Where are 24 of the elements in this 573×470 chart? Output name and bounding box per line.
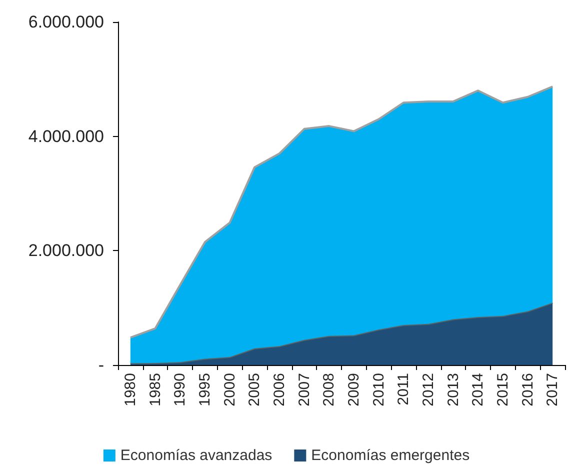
y-tick-label: - [98, 356, 104, 374]
x-tick-label: 2009 [345, 373, 362, 406]
x-tick-label: 2008 [320, 373, 338, 406]
x-tick-label: 1995 [196, 373, 214, 406]
y-tick-label: 4.000.000 [28, 126, 104, 146]
x-tick-label: 1985 [146, 373, 164, 406]
x-tick-label: 2012 [420, 373, 437, 406]
x-tick-label: 2005 [246, 373, 264, 406]
x-tick-label: 2014 [470, 373, 487, 406]
x-tick-label: 2017 [544, 373, 562, 406]
x-tick-label: 1980 [122, 373, 139, 406]
x-tick-label: 2013 [444, 373, 462, 406]
x-tick-label: 2010 [370, 373, 388, 406]
x-tick-label: 2011 [395, 373, 412, 406]
y-tick-label: 6.000.000 [28, 12, 104, 32]
legend-label: Economías avanzadas [120, 447, 272, 464]
x-tick-label: 1990 [172, 373, 189, 406]
x-tick-label: 2000 [221, 373, 238, 406]
legend-label: Economías emergentes [311, 447, 470, 464]
x-tick-label: 2006 [270, 373, 288, 406]
x-tick-label: 2016 [519, 373, 536, 406]
y-tick-label: 2.000.000 [28, 241, 104, 260]
x-tick-label: 2007 [296, 373, 313, 406]
x-tick-label: 2015 [494, 373, 512, 406]
